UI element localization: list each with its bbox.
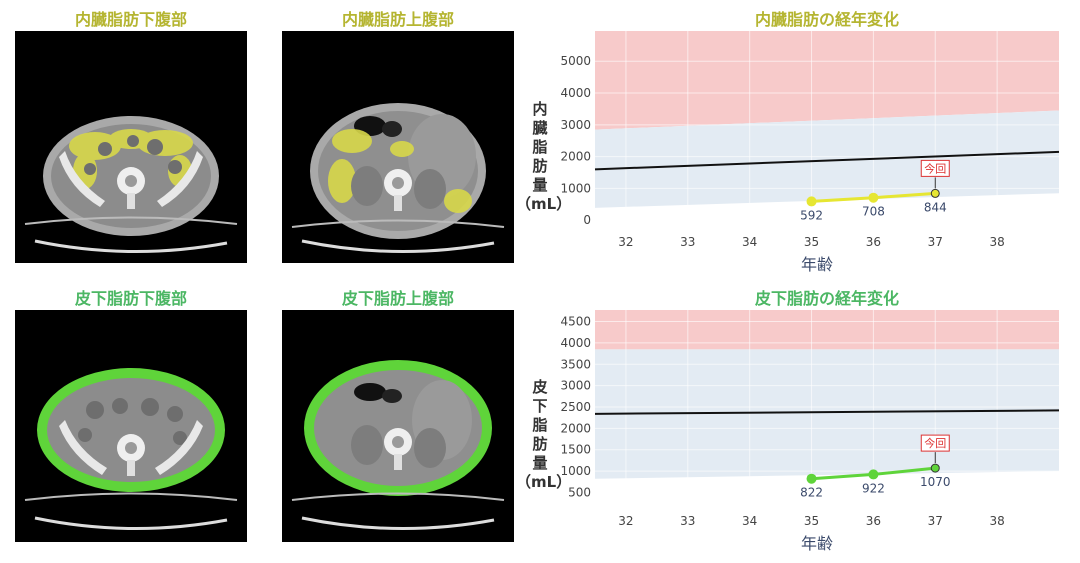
- current-marker-label: 今回: [924, 436, 946, 450]
- y-tick-label: 2000: [560, 150, 591, 164]
- data-point: [806, 473, 817, 484]
- high-range-band: [595, 310, 1059, 350]
- x-tick-label: 38: [989, 235, 1004, 249]
- y-tick-label: 3000: [560, 379, 591, 393]
- data-point: [868, 192, 879, 203]
- x-tick-label: 32: [618, 514, 633, 528]
- x-axis-title: 年齢: [801, 255, 833, 274]
- ct-visceral-upper-image: [282, 31, 514, 263]
- x-tick-label: 38: [989, 514, 1004, 528]
- visceral-upper-title: 内臓脂肪上腹部: [341, 10, 454, 29]
- x-tick-label: 34: [742, 514, 757, 528]
- current-marker-box: [920, 159, 950, 177]
- chart-subcut: 500 1000 1500 2000 2500 3000 3500 4000 4500 32 33 3…: [560, 310, 1060, 553]
- data-label: 844: [924, 200, 947, 214]
- y-tick-label: 1000: [560, 464, 591, 478]
- ct-subcut-upper-image: [282, 310, 514, 542]
- y-tick-label: 4500: [560, 315, 591, 329]
- y-tick-label: 500: [568, 485, 591, 499]
- current-marker-label: 今回: [924, 161, 946, 175]
- y-tick-label: 1500: [560, 443, 591, 457]
- data-label: 592: [800, 208, 823, 222]
- subcut-upper-title: 皮下脂肪上腹部: [341, 289, 454, 308]
- chart-subcut-title: 皮下脂肪の経年変化: [754, 289, 899, 308]
- data-label: 1070: [920, 475, 951, 489]
- data-point: [806, 196, 817, 207]
- ct-subcut-lower-image: [15, 310, 247, 542]
- high-range-band: [595, 31, 1059, 130]
- x-tick-label: 37: [928, 514, 943, 528]
- y-tick-label: 3500: [560, 357, 591, 371]
- data-point: [930, 463, 940, 473]
- data-label: 708: [862, 205, 885, 219]
- y-tick-label: 2500: [560, 400, 591, 414]
- y-tick-label: 4000: [560, 336, 591, 350]
- y-tick-label: 0: [583, 213, 591, 227]
- subcut-lower-title: 皮下脂肪下腹部: [74, 289, 187, 308]
- y-tick-label: 4000: [560, 86, 591, 100]
- x-tick-label: 32: [618, 235, 633, 249]
- chart-visceral-ylabel: 内 臓 脂 肪 量 （mL）: [516, 100, 572, 213]
- data-point: [930, 188, 940, 198]
- x-tick-label: 35: [804, 514, 819, 528]
- data-label: 922: [862, 481, 885, 495]
- x-tick-label: 33: [680, 235, 695, 249]
- y-tick-label: 3000: [560, 118, 591, 132]
- y-tick-label: 2000: [560, 421, 591, 435]
- x-tick-label: 33: [680, 514, 695, 528]
- y-tick-label: 5000: [560, 54, 591, 68]
- chart-visceral-title: 内臓脂肪の経年変化: [754, 10, 899, 29]
- chart-subcut-ylabel: 皮 下 脂 肪 量 （mL）: [516, 378, 572, 491]
- x-tick-label: 37: [928, 235, 943, 249]
- x-axis-title: 年齢: [801, 534, 833, 553]
- normal-range-band: [595, 110, 1059, 208]
- x-tick-label: 36: [866, 514, 881, 528]
- x-tick-label: 36: [866, 235, 881, 249]
- ct-visceral-lower-image: [15, 31, 247, 263]
- current-marker-box: [920, 434, 950, 452]
- reference-line: [594, 409, 1060, 415]
- x-tick-label: 34: [742, 235, 757, 249]
- data-point: [868, 469, 879, 480]
- visceral-lower-title: 内臓脂肪下腹部: [74, 10, 187, 29]
- data-label: 822: [800, 486, 823, 500]
- chart-visceral: 0 1000 2000 3000 4000 5000 32 33 34 35 36 37 38 年齢 592…: [560, 31, 1060, 274]
- x-tick-label: 35: [804, 235, 819, 249]
- y-tick-label: 1000: [560, 181, 591, 195]
- reference-line: [594, 150, 1060, 171]
